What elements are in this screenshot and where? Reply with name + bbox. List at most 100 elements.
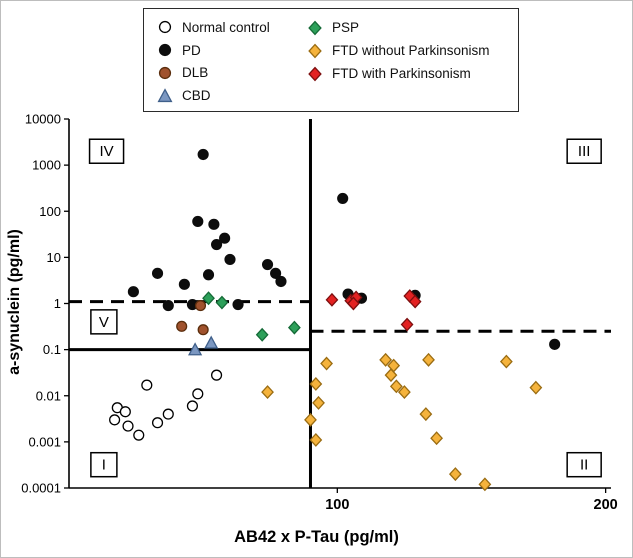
data-point-diamond	[499, 354, 513, 369]
legend-column-2: PSP FTD without Parkinsonism FTD with Park…	[306, 16, 490, 107]
normal-control-marker-icon	[158, 21, 172, 34]
legend-marker-shape	[308, 66, 322, 81]
data-point-triangle	[204, 335, 219, 349]
data-point-diamond	[261, 385, 274, 400]
legend-item-dlb: DLB	[156, 62, 306, 85]
data-point-diamond	[529, 380, 543, 395]
quadrant-label-iv: IV	[99, 143, 113, 160]
data-point-diamond	[387, 358, 401, 373]
legend-column-1: Normal control PD DLB CBD	[156, 16, 306, 107]
legend-item-ftd-with-parkinsonism: FTD with Parkinsonism	[306, 62, 490, 85]
data-point-diamond	[408, 294, 422, 309]
series-pd	[127, 148, 561, 350]
data-point-diamond	[255, 327, 269, 342]
data-point-diamond	[397, 385, 411, 400]
quadrant-box-i	[90, 451, 118, 478]
data-point-circle	[549, 338, 561, 350]
legend-label: PSP	[332, 20, 360, 35]
legend-label: Normal control	[182, 19, 270, 35]
legend-marker-shape	[158, 66, 172, 79]
legend-label: CBD	[182, 88, 211, 104]
y-tick-label: 10	[47, 250, 61, 265]
y-axis-title: a-synuclein (pg/ml)	[6, 229, 23, 375]
legend-label: FTD without Parkinsonism	[332, 43, 490, 58]
psp-marker-icon	[308, 20, 322, 35]
data-point-circle	[232, 298, 244, 311]
series-cbd	[188, 335, 219, 356]
data-point-diamond	[422, 352, 435, 367]
data-point-circle	[192, 215, 204, 228]
data-point-diamond	[287, 320, 301, 335]
quadrant-label-i: I	[102, 457, 106, 474]
data-point-diamond	[215, 295, 229, 310]
x-tick-labels: 100 200	[325, 488, 618, 513]
y-tick-label: 10000	[25, 112, 61, 127]
legend-marker-shape	[158, 44, 172, 57]
data-point-circle	[337, 192, 349, 204]
legend-marker-shape	[157, 87, 173, 102]
data-point-circle	[133, 429, 145, 441]
y-tick-label: 1000	[32, 158, 61, 173]
data-point-circle	[151, 417, 164, 429]
legend-box: Normal control PD DLB CBD PSP FTD without Pa…	[143, 8, 519, 112]
data-point-diamond	[379, 352, 393, 367]
legend-item-ftd-without-parkinsonism: FTD without Parkinsonism	[306, 39, 490, 62]
quadrant-box-ii	[566, 451, 602, 478]
legend-item-cbd: CBD	[156, 84, 306, 107]
data-point-diamond	[430, 431, 443, 446]
data-point-circle	[151, 267, 164, 279]
y-tick-label: 0.001	[28, 434, 61, 449]
quadrant-box-iv	[88, 138, 125, 164]
data-point-diamond	[419, 407, 433, 422]
data-point-circle	[192, 388, 204, 400]
data-point-circle	[162, 408, 174, 420]
y-tick-labels: 10000 1000 100 10 1 0.1 0.01 0.001 0.0001	[21, 112, 69, 496]
data-point-diamond	[309, 433, 323, 447]
data-point-circle	[127, 286, 139, 298]
legend-item-psp: PSP	[306, 16, 490, 39]
data-point-circle	[202, 269, 215, 281]
data-point-circle	[208, 218, 220, 230]
legend-label: PD	[182, 42, 201, 58]
series-dlb	[176, 300, 209, 336]
data-point-circle	[197, 148, 209, 161]
data-point-circle	[194, 300, 207, 312]
series-normal-control	[109, 369, 223, 441]
dlb-marker-icon	[158, 66, 172, 79]
series-psp	[202, 291, 301, 342]
data-point-diamond	[304, 412, 317, 427]
data-point-circle	[197, 324, 209, 336]
quadrant-label-v: V	[99, 314, 109, 331]
quadrant-box-iii	[566, 138, 602, 164]
ftd-without-parkinsonism-marker-icon	[308, 43, 322, 58]
data-point-circle	[211, 238, 223, 251]
data-point-circle	[219, 232, 231, 244]
data-point-circle	[119, 406, 131, 418]
cbd-marker-icon	[157, 87, 173, 102]
data-point-diamond	[389, 379, 403, 394]
data-point-diamond	[312, 395, 325, 410]
data-point-circle	[275, 275, 287, 288]
y-tick-label: 0.0001	[21, 481, 61, 496]
legend-marker-shape	[158, 21, 172, 34]
data-point-circle	[224, 253, 236, 266]
legend-marker-shape	[308, 20, 322, 35]
y-tick-label: 0.01	[36, 388, 61, 403]
data-point-diamond	[309, 377, 323, 391]
quadrant-box-v	[90, 309, 118, 335]
data-point-diamond	[202, 291, 215, 306]
data-point-circle	[162, 300, 174, 312]
data-point-diamond	[478, 477, 492, 492]
data-point-circle	[186, 400, 198, 412]
pd-marker-icon	[158, 44, 172, 57]
data-point-diamond	[325, 292, 339, 307]
data-point-circle	[211, 369, 223, 381]
legend-item-pd: PD	[156, 39, 306, 62]
legend-item-normal-control: Normal control	[156, 16, 306, 39]
data-point-triangle	[188, 342, 203, 356]
legend-label: DLB	[182, 65, 209, 81]
legend-marker-shape	[308, 43, 322, 58]
data-point-circle	[176, 320, 188, 332]
